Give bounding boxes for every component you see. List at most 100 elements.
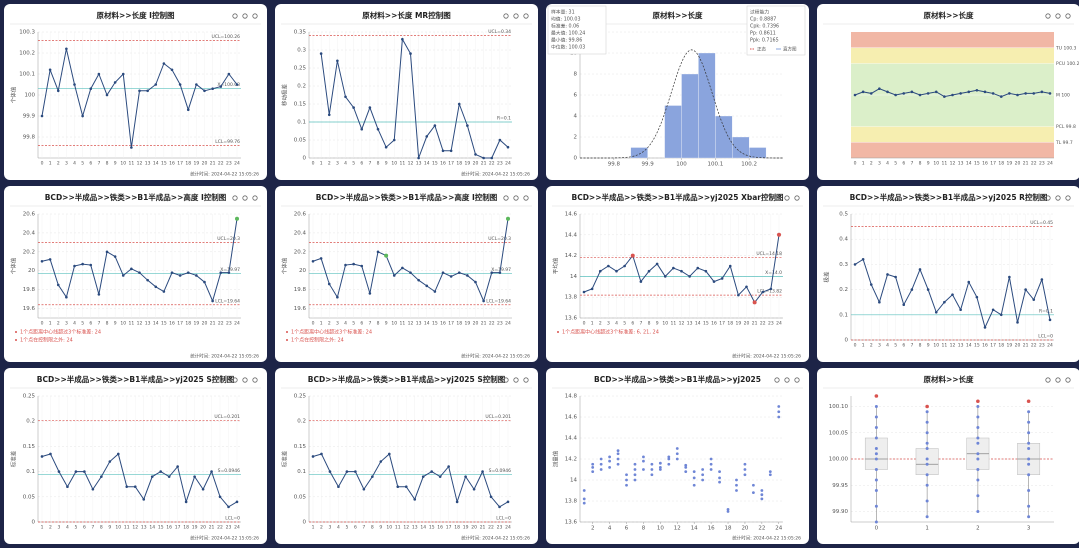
data-point (1027, 441, 1031, 445)
stat: 最大值: 100.24 (551, 30, 585, 37)
x-tick-label: 15 (703, 321, 709, 327)
toolbar-icon (513, 377, 519, 383)
chart-title: BCD>>半成品>>铁类>>B1半成品>>yj2025 S控制图 (37, 374, 235, 384)
data-point (647, 269, 651, 273)
y-tick-label: 0 (32, 520, 36, 526)
x-tick-label: 1 (41, 525, 44, 531)
x-tick-label: 24 (1047, 343, 1053, 349)
data-point (874, 447, 878, 450)
x-tick-label: 5 (345, 525, 348, 531)
data-point (447, 465, 450, 468)
data-point (154, 83, 158, 86)
data-point (991, 308, 995, 312)
x-tick-label: 3 (878, 343, 881, 349)
data-point (737, 293, 740, 297)
chart-card: 原材料>>长度02468101299.899.9100100.1100.2样本量… (546, 4, 809, 180)
x-tick-label: 11 (395, 525, 401, 531)
data-point (874, 436, 878, 440)
data-point (925, 447, 929, 450)
outlier (925, 404, 929, 409)
y-tick-label: 14.4 (565, 232, 578, 238)
chart-card: BCD>>半成品>>铁类>>B1半成品>>yj2025 R控制图 0 0.1 0.2 0… (817, 186, 1079, 362)
data-point (925, 499, 929, 503)
x-tick-label: 13 (145, 161, 151, 167)
y-axis-label: 移动极差 (281, 84, 289, 107)
x-tick-label: 22 (218, 161, 224, 167)
data-point (943, 300, 946, 304)
data-point (975, 295, 979, 299)
x-tick-label: 22 (760, 321, 766, 327)
x-tick-label: 18 (456, 321, 462, 327)
toolbar-icon (794, 377, 800, 383)
data-point (466, 274, 469, 277)
data-point (490, 271, 494, 274)
x-tick-label: 11 (942, 343, 948, 349)
data-point (751, 491, 755, 494)
toolbar-icon (1055, 13, 1061, 19)
x-tick-label: 20 (471, 525, 477, 531)
x-tick-label: 16 (440, 161, 446, 167)
data-point (1027, 457, 1031, 461)
data-point (195, 83, 198, 86)
x-tick-label: 12 (137, 161, 143, 167)
data-point (162, 290, 166, 293)
toolbar-icon (232, 13, 238, 19)
data-point (319, 257, 323, 260)
data-point (201, 487, 205, 491)
x-tick-label: 2 (57, 161, 60, 167)
toolbar-icon (252, 195, 258, 201)
data-point (1048, 318, 1052, 322)
data-point (616, 452, 620, 456)
data-point (210, 470, 213, 473)
x-tick-label: 17 (177, 161, 183, 167)
data-point (311, 455, 315, 458)
control-limit-label: LCL=0 (496, 516, 511, 522)
x-tick-label: 9 (385, 161, 388, 167)
footer: 统计时间: 2024-04-22 15:05:26 (190, 353, 259, 360)
x-tick-label: 7 (362, 525, 365, 531)
x-tick-label: 10 (662, 321, 668, 327)
data-point (235, 83, 239, 86)
data-point (633, 473, 637, 477)
data-point (457, 271, 461, 274)
x-tick-label: 5 (894, 161, 897, 167)
data-point (401, 37, 404, 41)
x-tick-label: 100.2 (741, 162, 757, 168)
x-tick-label: 12 (950, 343, 956, 349)
data-point (506, 216, 510, 221)
x-tick-label: 1 (49, 161, 52, 167)
normal-curve (580, 49, 784, 159)
footer: 统计时间: 2024-04-22 15:05:26 (190, 171, 259, 178)
x-tick-label: 16 (169, 321, 175, 327)
x-tick-label: 12 (403, 525, 409, 531)
data-point (853, 263, 857, 266)
y-tick-label: 0.1 (26, 469, 35, 475)
note: 1个点距离中心线超过3个标准差: 24 (291, 329, 372, 336)
y-tick-label: 99.95 (832, 483, 848, 489)
data-point (186, 108, 190, 111)
data-point (218, 495, 222, 499)
data-point (878, 300, 881, 304)
data-point (590, 287, 594, 291)
toolbar-icon (1045, 377, 1051, 383)
data-point (967, 280, 971, 284)
y-axis-label: 极差 (823, 271, 831, 283)
toolbar-icon (242, 377, 248, 383)
data-point (976, 468, 980, 471)
data-point (869, 92, 873, 95)
data-point (1027, 473, 1031, 477)
data-point (211, 87, 214, 90)
x-tick-label: 5 (74, 525, 77, 531)
x-tick-label: 16 (982, 161, 988, 167)
data-point (235, 216, 239, 221)
data-point (344, 95, 347, 99)
x-tick-label: 9 (108, 525, 111, 531)
y-tick-label: 0.2 (297, 419, 306, 425)
y-tick-label: 100.1 (19, 72, 35, 78)
data-point (777, 232, 781, 237)
x-tick-label: 16 (982, 343, 988, 349)
data-point (976, 426, 980, 429)
data-point (902, 92, 906, 95)
data-point (743, 468, 747, 471)
